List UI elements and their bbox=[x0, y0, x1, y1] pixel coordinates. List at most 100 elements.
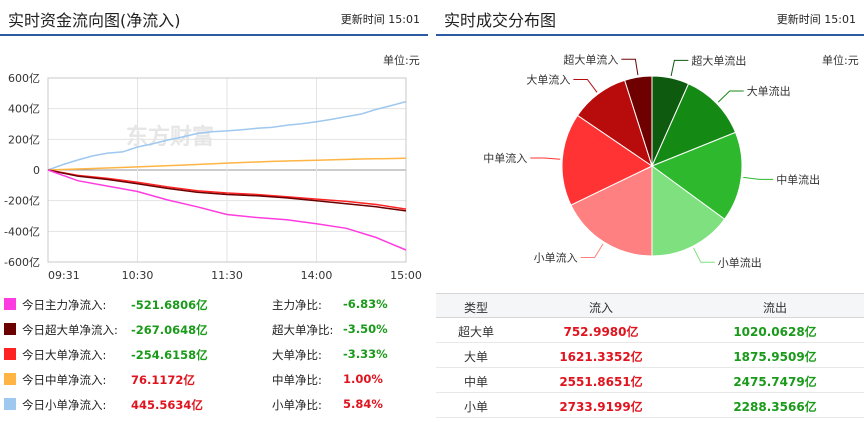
flow-update-time: 更新时间 15:01 bbox=[340, 13, 420, 26]
row-inflow: 752.9980亿 bbox=[563, 325, 639, 339]
deal-update-time: 更新时间 15:01 bbox=[776, 13, 856, 26]
pie-slice-label: 中单流出 bbox=[776, 172, 820, 186]
pie-slice bbox=[561, 114, 653, 206]
pie-slice-label: 小单流入 bbox=[534, 251, 578, 265]
deal-summary-table: 类型 流入 流出 超大单 752.9980亿 1020.0628亿 大单 162… bbox=[436, 293, 864, 418]
legend-swatch bbox=[4, 348, 16, 360]
legend-label: 今日大单净流入: bbox=[22, 348, 107, 362]
y-tick-label: 600亿 bbox=[8, 72, 40, 85]
series-line bbox=[47, 100, 407, 171]
x-tick-label: 15:00 bbox=[390, 269, 422, 282]
deal-chart-header: 实时成交分布图 更新时间 15:01 bbox=[436, 0, 864, 36]
legend-ratio-value: -3.33% bbox=[343, 347, 388, 361]
series-line bbox=[47, 169, 407, 212]
x-tick-label: 14:00 bbox=[301, 269, 333, 282]
legend-row: 今日小单净流入: 445.5634亿 小单净比: 5.84% bbox=[0, 392, 428, 417]
legend-ratio-value: -6.83% bbox=[343, 297, 388, 311]
pie-slice-label: 超大单流出 bbox=[691, 53, 746, 67]
row-type: 小单 bbox=[463, 400, 488, 414]
legend-value: -254.6158亿 bbox=[131, 348, 208, 362]
y-tick-label: 400亿 bbox=[8, 103, 40, 116]
legend-row: 今日主力净流入: -521.6806亿 主力净比: -6.83% bbox=[0, 292, 428, 317]
legend-label: 今日超大单净流入: bbox=[22, 323, 118, 337]
pie-slice-label: 大单流出 bbox=[747, 84, 791, 98]
legend-ratio-value: 5.84% bbox=[343, 397, 383, 411]
row-outflow: 1020.0628亿 bbox=[733, 325, 817, 339]
legend-ratio-value: 1.00% bbox=[343, 372, 383, 386]
pie-leader-line bbox=[621, 58, 639, 76]
table-row: 中单 2551.8651亿 2475.7479亿 bbox=[436, 368, 864, 393]
pie-leader-line bbox=[530, 157, 561, 160]
row-outflow: 2475.7479亿 bbox=[733, 375, 817, 389]
pie-leader-line bbox=[573, 79, 598, 93]
y-tick-label: -600亿 bbox=[4, 256, 40, 269]
legend-swatch bbox=[4, 323, 16, 335]
row-type: 大单 bbox=[463, 350, 488, 364]
legend-ratio-label: 中单净比: bbox=[272, 373, 322, 387]
deal-unit-label: 单位:元 bbox=[822, 54, 859, 67]
pie-slice bbox=[570, 165, 653, 257]
y-tick-label: 200亿 bbox=[8, 133, 40, 146]
table-row: 小单 2733.9199亿 2288.3566亿 bbox=[436, 393, 864, 418]
pie-leader-line bbox=[693, 247, 715, 263]
row-outflow: 2288.3566亿 bbox=[733, 400, 817, 414]
x-tick-label: 09:31 bbox=[48, 269, 80, 282]
legend-value: -267.0648亿 bbox=[131, 323, 208, 337]
y-tick-label: -200亿 bbox=[4, 195, 40, 208]
series-line bbox=[47, 157, 407, 171]
legend-row: 今日超大单净流入: -267.0648亿 超大单净比: -3.50% bbox=[0, 317, 428, 342]
legend-value: 445.5634亿 bbox=[131, 398, 203, 412]
legend-label: 今日中单净流入: bbox=[22, 373, 107, 387]
pie-leader-line bbox=[743, 176, 774, 180]
legend-swatch bbox=[4, 398, 16, 410]
legend-swatch bbox=[4, 298, 16, 310]
pie-slice-label: 中单流入 bbox=[483, 151, 527, 165]
legend-ratio-value: -3.50% bbox=[343, 322, 388, 336]
x-tick-label: 11:30 bbox=[211, 269, 243, 282]
header-type: 类型 bbox=[463, 301, 488, 315]
row-inflow: 1621.3352亿 bbox=[559, 350, 643, 364]
legend-row: 今日中单净流入: 76.1172亿 中单净比: 1.00% bbox=[0, 367, 428, 392]
series-line bbox=[47, 169, 407, 210]
flow-unit-label: 单位:元 bbox=[383, 54, 420, 67]
pie-slice-label: 小单流出 bbox=[718, 255, 762, 269]
legend-label: 今日小单净流入: bbox=[22, 398, 107, 412]
pie-slice bbox=[651, 165, 726, 257]
legend-ratio-label: 超大单净比: bbox=[272, 323, 334, 337]
pie-slice bbox=[650, 131, 743, 220]
row-inflow: 2551.8651亿 bbox=[559, 375, 643, 389]
pie-slice bbox=[624, 75, 653, 167]
pie-leader-line bbox=[670, 59, 689, 77]
legend-value: -521.6806亿 bbox=[131, 298, 208, 312]
pie-slice-label: 大单流入 bbox=[526, 73, 570, 87]
x-tick-label: 10:30 bbox=[122, 269, 154, 282]
table-row: 大单 1621.3352亿 1875.9509亿 bbox=[436, 343, 864, 368]
legend-row: 今日大单净流入: -254.6158亿 大单净比: -3.33% bbox=[0, 342, 428, 367]
y-tick-label: 0 bbox=[33, 164, 40, 177]
pie-leader-line bbox=[717, 90, 744, 103]
legend-ratio-label: 大单净比: bbox=[272, 348, 322, 362]
pie-leader-line bbox=[580, 243, 604, 258]
legend-ratio-label: 小单净比: bbox=[272, 398, 322, 412]
legend-label: 今日主力净流入: bbox=[22, 298, 107, 312]
legend-swatch bbox=[4, 373, 16, 385]
header-inflow: 流入 bbox=[588, 301, 613, 315]
flow-chart-title: 实时资金流向图(净流入) bbox=[8, 11, 181, 30]
row-outflow: 1875.9509亿 bbox=[733, 350, 817, 364]
row-type: 中单 bbox=[463, 375, 488, 389]
legend-ratio-label: 主力净比: bbox=[272, 298, 322, 312]
series-line bbox=[47, 169, 407, 251]
pie-slice-label: 超大单流入 bbox=[563, 52, 618, 66]
flow-chart-header: 实时资金流向图(净流入) 更新时间 15:01 bbox=[0, 0, 428, 36]
row-type: 超大单 bbox=[457, 325, 494, 339]
header-outflow: 流出 bbox=[762, 301, 787, 315]
pie-slice bbox=[651, 83, 737, 167]
legend-value: 76.1172亿 bbox=[131, 373, 195, 387]
table-row: 超大单 752.9980亿 1020.0628亿 bbox=[436, 318, 864, 343]
deal-chart-title: 实时成交分布图 bbox=[444, 11, 557, 30]
table-header: 类型 流入 流出 bbox=[436, 293, 864, 318]
y-tick-label: -400亿 bbox=[4, 225, 40, 238]
row-inflow: 2733.9199亿 bbox=[559, 400, 643, 414]
